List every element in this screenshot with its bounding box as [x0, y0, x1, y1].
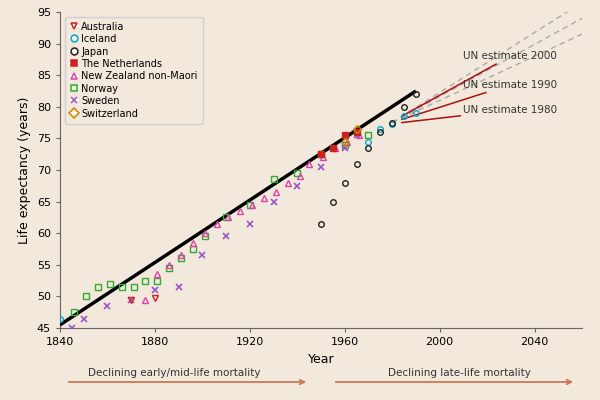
- Text: UN estimate 1980: UN estimate 1980: [401, 105, 557, 122]
- Text: Declining late-life mortality: Declining late-life mortality: [388, 368, 531, 378]
- X-axis label: Year: Year: [308, 352, 334, 366]
- Text: UN estimate 1990: UN estimate 1990: [401, 80, 557, 120]
- Text: Declining early/mid-life mortality: Declining early/mid-life mortality: [88, 368, 261, 378]
- Y-axis label: Life expectancy (years): Life expectancy (years): [18, 96, 31, 244]
- Text: UN estimate 2000: UN estimate 2000: [401, 51, 557, 116]
- Legend: Australia, Iceland, Japan, The Netherlands, New Zealand non-Maori, Norway, Swede: Australia, Iceland, Japan, The Netherlan…: [65, 17, 203, 124]
